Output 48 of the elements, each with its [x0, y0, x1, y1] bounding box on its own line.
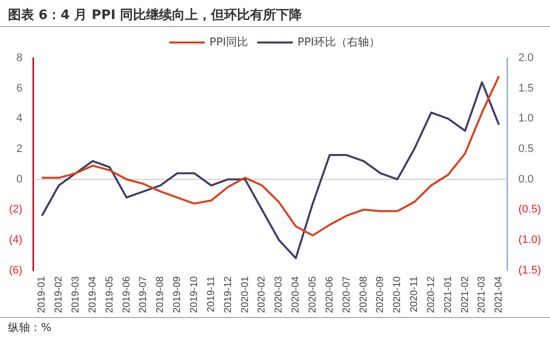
- x-tick-label: 2019-01: [36, 276, 48, 314]
- x-tick-label: 2020-03: [274, 276, 285, 314]
- x-tick-label: 2020-05: [307, 276, 318, 314]
- x-tick-label: 2019-06: [121, 276, 132, 314]
- x-tick-label: 2019-04: [87, 276, 98, 314]
- x-tick-label: 2019-02: [54, 276, 65, 314]
- y2-tick-label: 1.5: [518, 82, 534, 94]
- x-tick-label: 2020-08: [358, 276, 370, 314]
- x-tick-label: 2019-07: [138, 276, 150, 314]
- x-tick-label: 2019-08: [155, 276, 166, 314]
- x-tick-label: 2019-12: [222, 276, 234, 314]
- y2-tick-label: 0.5: [518, 143, 534, 156]
- x-tick-label: 2019-03: [70, 276, 82, 314]
- x-tick-label: 2020-10: [392, 276, 404, 314]
- y-tick-label: 2: [16, 143, 22, 156]
- y2-tick-label: (0.5): [518, 204, 542, 216]
- x-tick-label: 2020-12: [426, 276, 437, 314]
- chart-title: 图表 6：4 月 PPI 同比继续向上，但环比有所下降: [0, 0, 550, 27]
- y2-tick-label: 2.0: [518, 52, 534, 64]
- x-tick-label: 2020-02: [256, 276, 268, 314]
- x-tick-label: 2020-04: [290, 276, 302, 314]
- legend-label: PPI同比: [209, 35, 248, 48]
- x-tick-label: 2019-05: [104, 276, 116, 314]
- y2-tick-label: 1.0: [518, 112, 534, 125]
- x-tick-label: 2019-09: [172, 276, 184, 314]
- x-tick-label: 2020-09: [375, 276, 386, 314]
- y-tick-label: (2): [8, 204, 22, 216]
- x-tick-label: 2020-01: [240, 276, 251, 314]
- x-tick-label: 2021-01: [442, 276, 454, 314]
- x-tick-label: 2019-10: [188, 276, 200, 314]
- y2-tick-label: 0.0: [518, 173, 534, 186]
- y-tick-label: 8: [16, 52, 22, 64]
- y-tick-label: (6): [8, 264, 22, 276]
- x-tick-label: 2019-11: [206, 276, 217, 312]
- y-tick-label: (4): [8, 234, 22, 246]
- y2-tick-label: (1.5): [518, 264, 542, 276]
- y-tick-label: 6: [16, 82, 22, 94]
- y-tick-label: 0: [16, 173, 22, 186]
- x-tick-label: 2020-06: [324, 276, 336, 314]
- y2-tick-label: (1.0): [518, 234, 542, 246]
- x-tick-label: 2020-11: [409, 276, 420, 312]
- x-tick-label: 2021-02: [460, 276, 471, 314]
- x-tick-label: 2021-03: [476, 276, 488, 314]
- text: 纵轴：%: [0, 317, 550, 337]
- x-tick-label: 2021-04: [494, 276, 505, 314]
- y-tick-label: 4: [16, 112, 22, 125]
- legend-label: PPI环比（右轴）: [298, 35, 380, 48]
- x-tick-label: 2020-07: [341, 276, 352, 314]
